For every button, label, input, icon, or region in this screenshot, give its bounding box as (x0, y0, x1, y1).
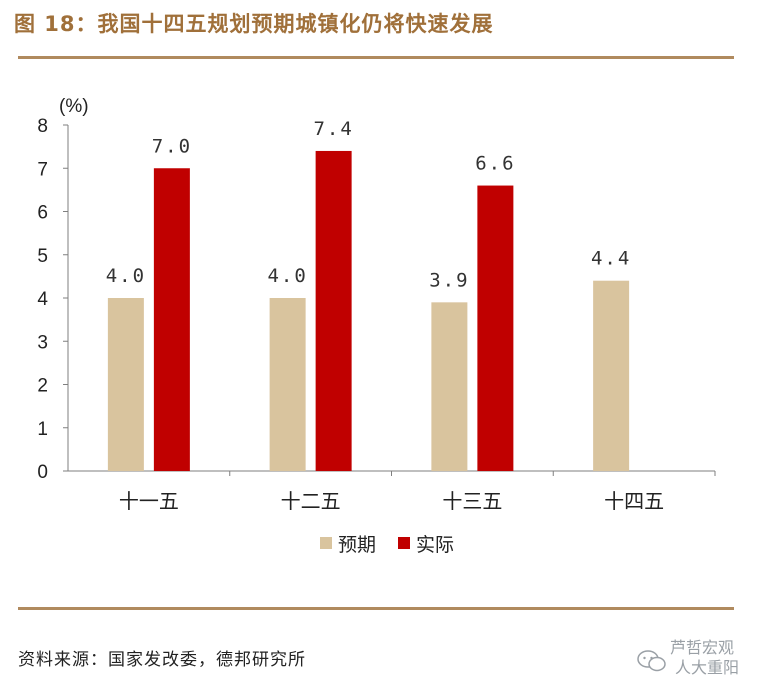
legend-label: 实际 (416, 534, 454, 556)
bar-expected (431, 302, 468, 471)
bar-actual (477, 185, 514, 472)
figure-title: 图 18：我国十四五规划预期城镇化仍将快速发展 (14, 12, 494, 36)
bar-expected (269, 298, 306, 471)
y-axis-unit-label: (%) (59, 96, 89, 117)
data-label: 7.0 (152, 135, 192, 157)
data-label: 4.0 (267, 265, 307, 287)
y-tick-label: 3 (37, 332, 48, 353)
bar-actual (153, 168, 190, 471)
source-note: 资料来源：国家发改委，德邦研究所 (18, 650, 306, 670)
legend-label: 预期 (338, 534, 376, 556)
y-tick-label: 0 (37, 462, 48, 483)
data-label: 6.6 (475, 153, 515, 175)
data-label: 7.4 (313, 118, 353, 140)
y-tick-label: 8 (37, 116, 48, 137)
legend-swatch (398, 537, 410, 549)
data-label: 4.0 (106, 265, 146, 287)
y-tick-label: 5 (37, 246, 48, 267)
data-label: 4.4 (591, 248, 631, 270)
wechat-icon (637, 650, 666, 672)
y-tick-label: 7 (37, 159, 48, 180)
y-tick-label: 2 (37, 376, 48, 397)
x-tick-label: 十二五 (281, 489, 341, 513)
bottom-divider (18, 607, 734, 610)
y-tick-label: 4 (37, 289, 48, 310)
bar-actual (315, 150, 352, 471)
x-tick-label: 十一五 (119, 489, 179, 513)
bar-expected (107, 298, 144, 471)
y-tick-label: 6 (37, 203, 48, 224)
bar-expected (593, 280, 630, 471)
top-divider (18, 56, 734, 59)
watermark-line-2: 人大重阳 (675, 658, 740, 677)
bar-chart: (%) 0 1 2 3 4 5 6 7 8 十一五 十二五 十三五 十四五 4.0 7.0 4.0 7.4 3.… (37, 96, 716, 556)
y-tick-label: 1 (37, 419, 48, 440)
x-tick-label: 十三五 (442, 489, 502, 513)
watermark: 芦哲宏观 人大重阳 (635, 638, 760, 680)
x-tick-label: 十四五 (604, 489, 664, 513)
watermark-line-1: 芦哲宏观 (670, 638, 735, 657)
legend-swatch (320, 537, 332, 549)
data-label: 3.9 (429, 269, 469, 291)
